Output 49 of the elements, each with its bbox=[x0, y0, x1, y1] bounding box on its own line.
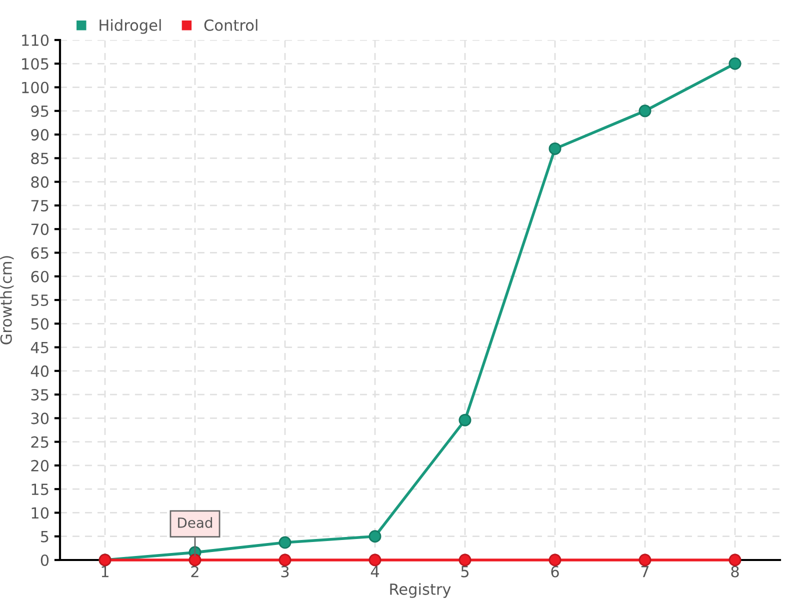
y-tick-label: 60 bbox=[31, 270, 49, 282]
point bbox=[458, 414, 472, 426]
y-tick-label: 0 bbox=[40, 554, 49, 566]
y-tick-label: 65 bbox=[31, 247, 48, 259]
x-tick-label: 3 bbox=[281, 566, 289, 578]
x-tick-label: 7 bbox=[641, 566, 649, 578]
y-tick-label: 15 bbox=[32, 484, 48, 496]
y-tick-label: 35 bbox=[31, 389, 48, 401]
point bbox=[368, 530, 382, 543]
legend-label: Hidrogel bbox=[100, 19, 161, 34]
x-tick-label: 5 bbox=[461, 566, 469, 578]
x-tick-label: 4 bbox=[370, 566, 380, 578]
x-tick-label: 6 bbox=[551, 566, 559, 578]
point bbox=[728, 554, 742, 566]
y-tick-label: 75 bbox=[31, 200, 48, 212]
point bbox=[548, 142, 562, 155]
point bbox=[188, 554, 202, 566]
point bbox=[728, 57, 742, 70]
y-tick-label: 20 bbox=[31, 460, 49, 472]
x-tick-label: 2 bbox=[191, 566, 198, 578]
y-tick-label: 45 bbox=[30, 342, 48, 354]
point bbox=[638, 554, 652, 566]
y-axis-title: Growth(cm) bbox=[0, 256, 14, 344]
y-tick-label: 90 bbox=[31, 129, 49, 141]
y-tick-label: 55 bbox=[31, 294, 48, 306]
x-tick-label: 8 bbox=[731, 566, 739, 578]
point bbox=[638, 104, 652, 118]
y-tick-label: 105 bbox=[22, 58, 48, 70]
point bbox=[458, 554, 472, 566]
y-tick-label: 95 bbox=[31, 105, 48, 117]
y-tick-label: 40 bbox=[30, 365, 49, 377]
point bbox=[548, 554, 562, 566]
x-tick-label: 1 bbox=[102, 566, 108, 578]
y-tick-label: 100 bbox=[22, 82, 49, 94]
y-tick-label: 85 bbox=[31, 152, 48, 164]
y-tick-label: 80 bbox=[31, 176, 49, 188]
legend-label: Control bbox=[204, 19, 258, 31]
y-tick-label: 70 bbox=[31, 224, 49, 236]
point bbox=[368, 554, 382, 566]
annotation: Dead bbox=[178, 517, 212, 528]
y-tick-label: 30 bbox=[31, 412, 49, 424]
point bbox=[278, 536, 292, 549]
y-tick-label: 50 bbox=[31, 318, 49, 330]
x-axis-title: Registry bbox=[390, 583, 451, 598]
point bbox=[278, 554, 292, 566]
y-tick-label: 10 bbox=[32, 507, 49, 519]
y-tick-label: 5 bbox=[41, 531, 48, 542]
y-tick-label: 25 bbox=[31, 436, 48, 448]
y-tick-label: 110 bbox=[22, 34, 49, 46]
